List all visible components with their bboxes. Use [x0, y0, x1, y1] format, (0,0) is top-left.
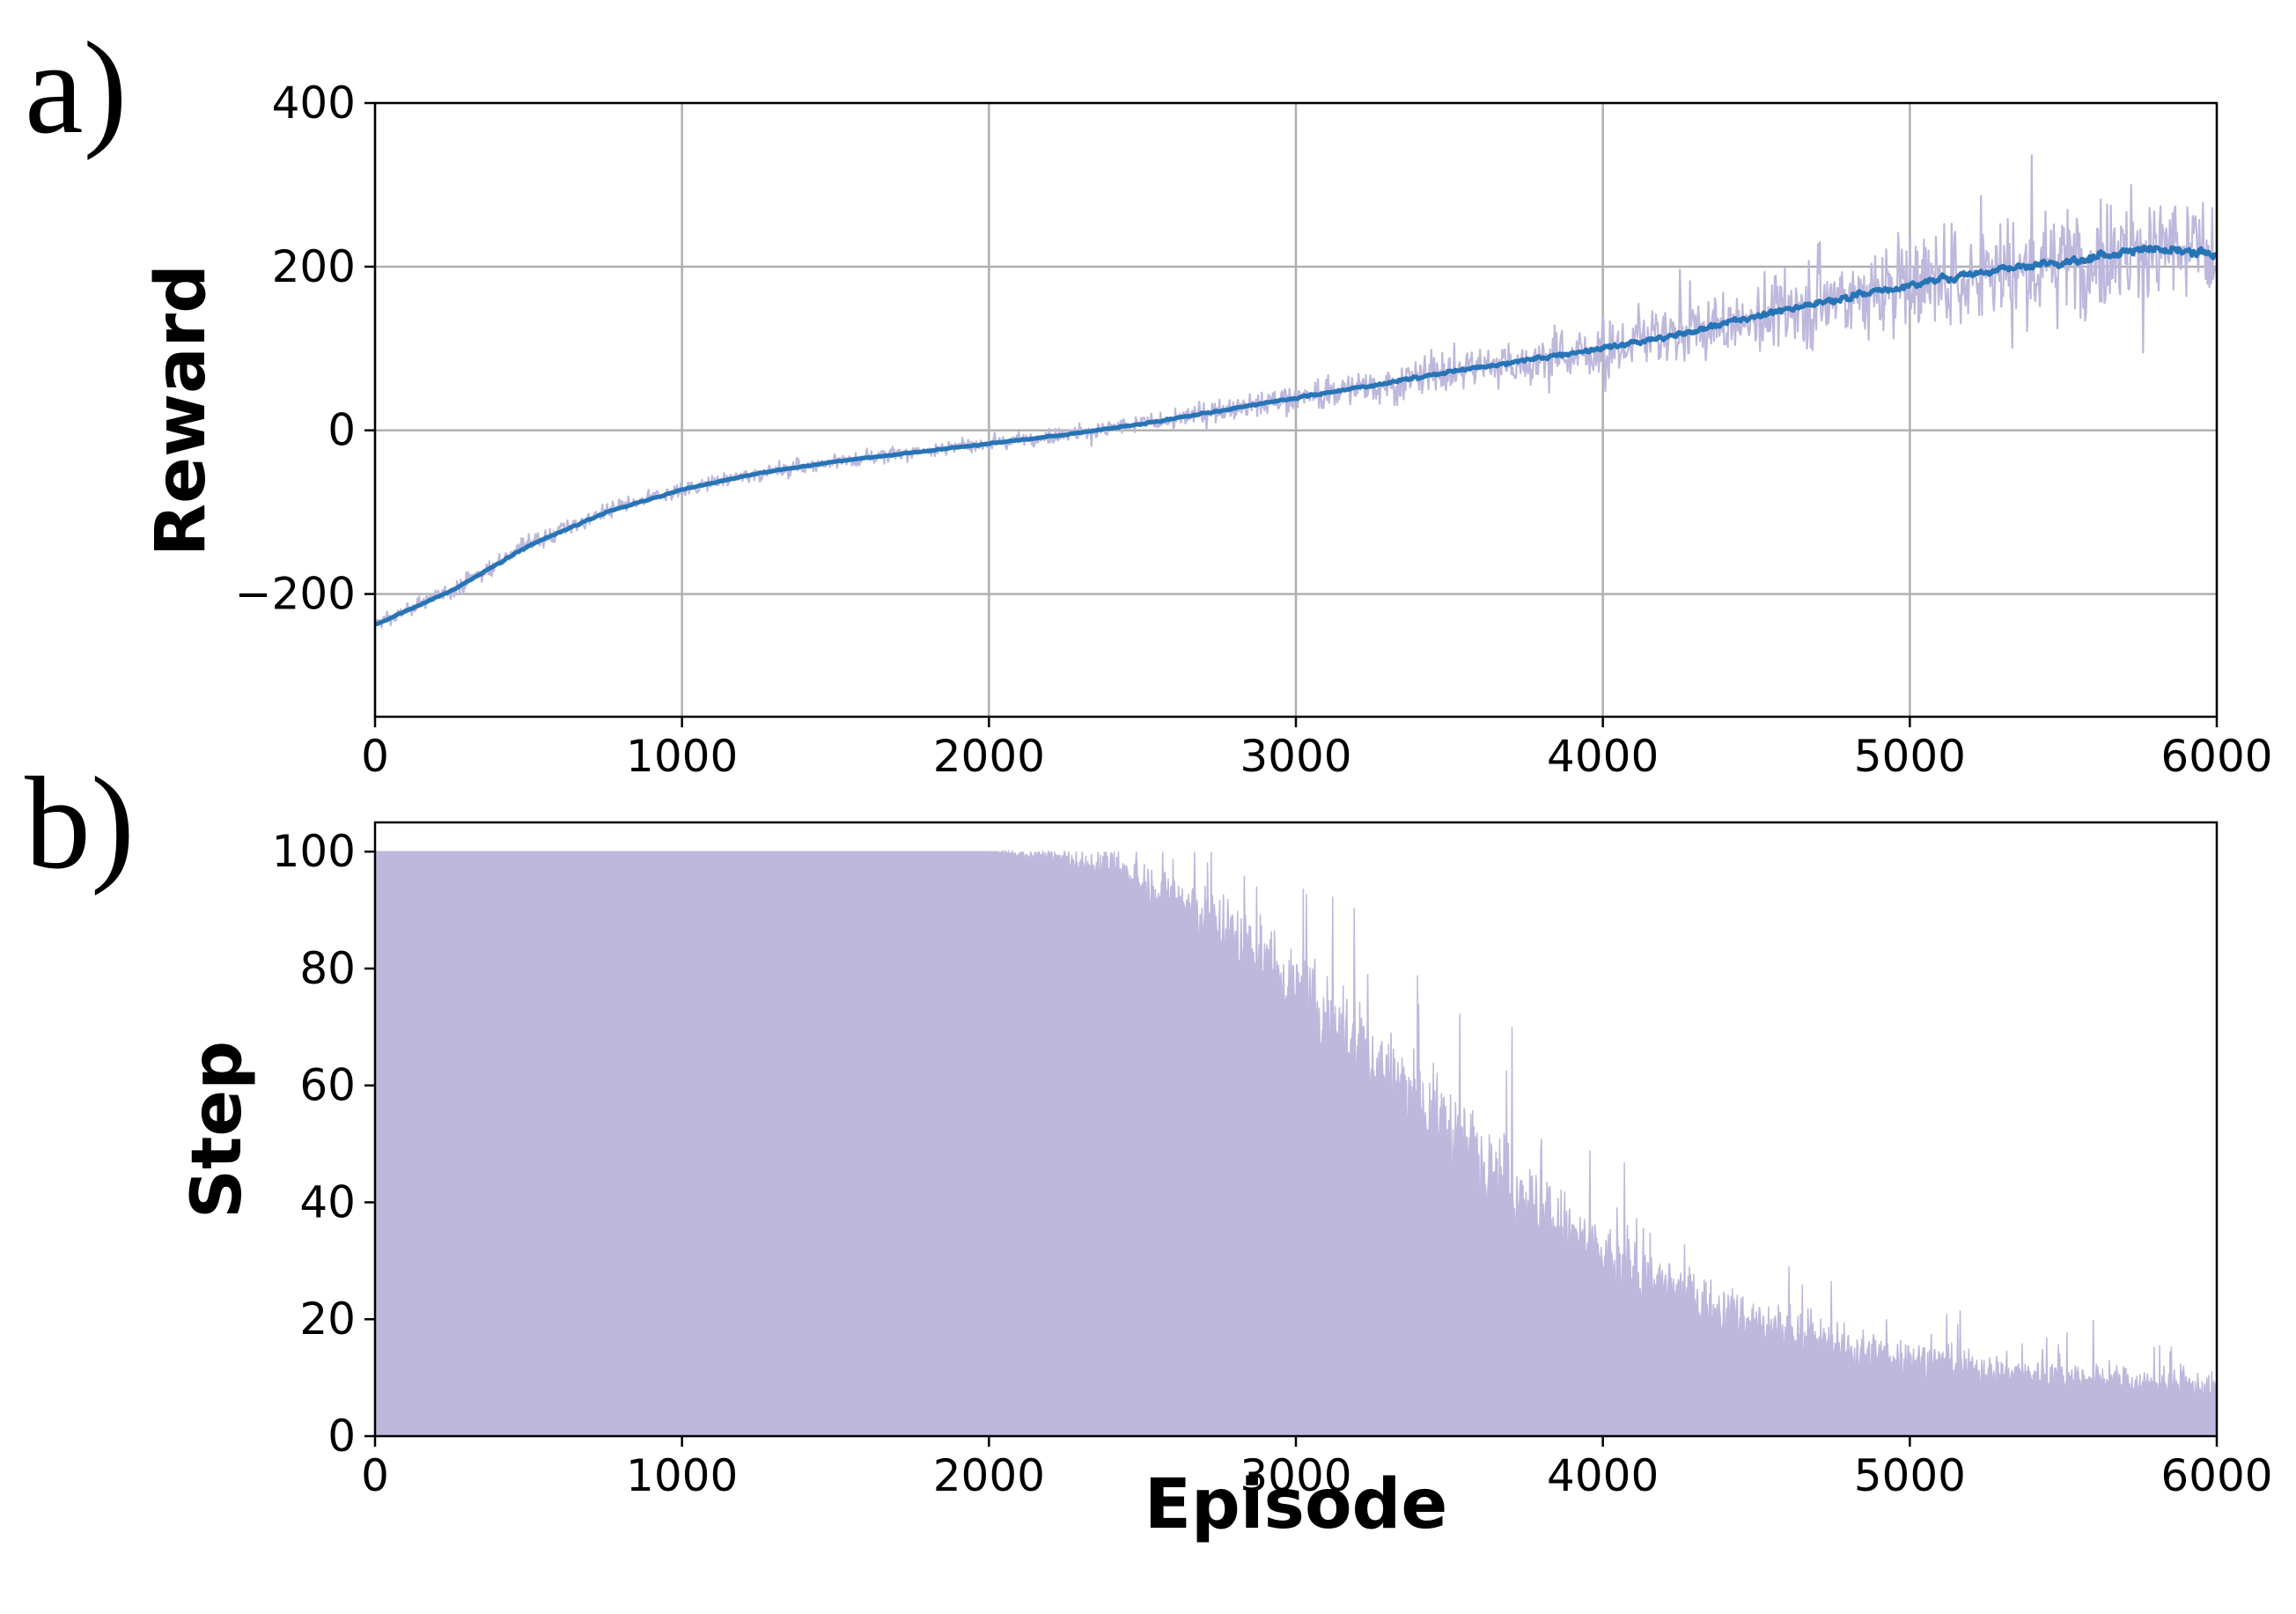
step-x-tick-label: 6000 — [2160, 1450, 2272, 1501]
reward-gridlines — [373, 101, 2219, 717]
step-x-tick-label: 0 — [361, 1450, 389, 1501]
panel-label-b: b) — [25, 750, 135, 896]
reward-smoothed-line — [373, 244, 2219, 627]
reward-y-tick-label: −200 — [235, 569, 356, 620]
reward-x-tick-label: 5000 — [1854, 731, 1966, 782]
step-y-ticks: 0 20 40 60 80 100 — [272, 826, 375, 1462]
step-y-axis-label: Step — [178, 1041, 257, 1219]
step-y-tick-label: 40 — [299, 1176, 356, 1227]
reward-x-tick-label: 6000 — [2160, 731, 2272, 782]
reward-x-tick-label: 0 — [361, 731, 389, 782]
step-chart: b) 0 1000 2000 3000 4000 5000 6000 0 20 40 60 80 10… — [25, 750, 2273, 1544]
step-x-tick-label: 5000 — [1854, 1450, 1966, 1501]
reward-y-tick-label: 400 — [272, 77, 356, 129]
reward-x-tick-label: 3000 — [1240, 731, 1351, 782]
reward-x-ticks: 0 1000 2000 3000 4000 5000 6000 — [361, 717, 2273, 782]
step-bar-mass — [374, 849, 2218, 1437]
step-x-tick-label: 4000 — [1547, 1450, 1659, 1501]
step-y-tick-label: 100 — [272, 826, 356, 877]
step-y-tick-label: 0 — [327, 1411, 356, 1462]
reward-y-tick-label: 200 — [272, 241, 356, 292]
step-y-tick-label: 60 — [299, 1060, 356, 1111]
reward-y-tick-label: 0 — [327, 405, 356, 456]
panel-label-a: a) — [25, 15, 128, 161]
reward-x-tick-label: 2000 — [933, 731, 1045, 782]
step-x-tick-label: 1000 — [626, 1450, 738, 1501]
reward-x-tick-label: 1000 — [626, 731, 738, 782]
reward-chart: a) 0 1000 2000 3000 4000 5000 6000 −200 0 200 400… — [25, 15, 2273, 782]
step-bars — [374, 849, 2218, 1437]
step-x-tick-label: 2000 — [933, 1450, 1045, 1501]
reward-x-tick-label: 4000 — [1547, 731, 1659, 782]
reward-smoothed-series — [373, 244, 2219, 627]
step-y-tick-label: 20 — [299, 1293, 356, 1345]
step-x-ticks: 0 1000 2000 3000 4000 5000 6000 — [361, 1436, 2273, 1501]
step-y-tick-label: 80 — [299, 943, 356, 994]
step-x-axis-label: Episode — [1144, 1465, 1448, 1544]
reward-y-ticks: −200 0 200 400 — [235, 77, 375, 620]
reward-y-axis-label: Reward — [142, 264, 221, 556]
step-x-tick-label: 3000 — [1240, 1450, 1351, 1501]
